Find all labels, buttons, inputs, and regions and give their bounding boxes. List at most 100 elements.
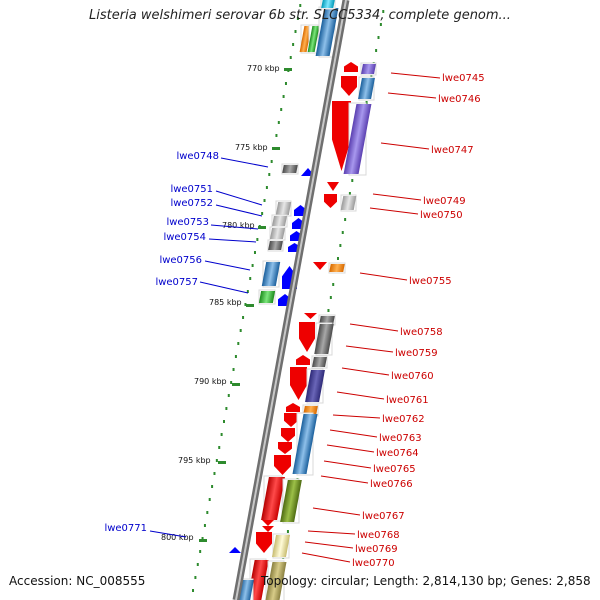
tick-dot bbox=[249, 277, 252, 280]
gene-label-lwe0764[interactable]: lwe0764 bbox=[376, 448, 419, 459]
tick-dot bbox=[268, 173, 271, 176]
leader-line bbox=[220, 157, 269, 168]
gene-arrow-lwe0762 bbox=[284, 413, 298, 427]
gene-block-green bbox=[307, 26, 320, 52]
gene-block-blue-forward bbox=[315, 8, 339, 56]
gene-arrow-lwe0760-small bbox=[296, 355, 310, 365]
tick-dot bbox=[292, 43, 295, 46]
gene-block-orange bbox=[299, 26, 312, 52]
gene-label-lwe0745[interactable]: lwe0745 bbox=[442, 73, 485, 84]
gene-label-lwe0753[interactable]: lwe0753 bbox=[166, 217, 209, 228]
kbp-tick-775 bbox=[272, 147, 280, 150]
gene-block-lwe0766 bbox=[280, 480, 302, 522]
tick-dot bbox=[192, 589, 195, 592]
gene-block-lwe0751 bbox=[275, 202, 292, 215]
tick-dot bbox=[253, 251, 256, 254]
gene-label-lwe0746[interactable]: lwe0746 bbox=[438, 94, 481, 105]
gene-label-lwe0748[interactable]: lwe0748 bbox=[176, 151, 219, 162]
outer-tick-column bbox=[192, 4, 302, 592]
kbp-label-780: 780 kbp bbox=[222, 221, 255, 230]
leader-line bbox=[341, 367, 390, 376]
tick-dot bbox=[211, 485, 214, 488]
tick-dot bbox=[244, 303, 247, 306]
gene-block-lwe0760 bbox=[305, 370, 325, 402]
leader-line bbox=[323, 460, 372, 469]
gene-label-lwe0749[interactable]: lwe0749 bbox=[423, 196, 466, 207]
kbp-tick-770 bbox=[284, 68, 292, 71]
gene-block-lwe0754 bbox=[268, 241, 283, 250]
gene-label-lwe0767[interactable]: lwe0767 bbox=[362, 511, 405, 522]
kbp-label-795: 795 kbp bbox=[178, 456, 211, 465]
gene-label-lwe0761[interactable]: lwe0761 bbox=[386, 395, 429, 406]
leader-line bbox=[380, 142, 430, 150]
genome-backbone bbox=[232, 0, 350, 600]
gene-label-lwe0766[interactable]: lwe0766 bbox=[370, 479, 413, 490]
tick-dot bbox=[203, 524, 206, 527]
gene-block-lwe0767 bbox=[261, 477, 285, 520]
gene-arrow-lwe0765 bbox=[274, 455, 291, 475]
tick-dot bbox=[234, 355, 237, 358]
gene-label-lwe0768[interactable]: lwe0768 bbox=[357, 530, 400, 541]
leader-line bbox=[304, 541, 354, 549]
tick-dot bbox=[194, 576, 197, 579]
gene-block-lwe0750-class bbox=[340, 196, 357, 210]
tick-dot bbox=[215, 459, 218, 462]
tick-dot bbox=[284, 82, 287, 85]
gene-label-lwe0770[interactable]: lwe0770 bbox=[352, 558, 395, 569]
gene-arrow-lwe0760 bbox=[290, 367, 307, 400]
kbp-label-775: 775 kbp bbox=[235, 143, 268, 152]
tick-dot bbox=[270, 160, 273, 163]
gene-label-lwe0759[interactable]: lwe0759 bbox=[395, 348, 438, 359]
tick-dot bbox=[206, 511, 209, 514]
tick-dot bbox=[382, 10, 385, 13]
left-gene-labels: lwe0748 lwe0751 lwe0752 lwe0753 lwe0754 … bbox=[104, 151, 269, 538]
gene-arrow-lwe0755 bbox=[313, 262, 327, 270]
gene-block-lwe0769 bbox=[271, 535, 291, 557]
gene-label-lwe0757[interactable]: lwe0757 bbox=[155, 277, 198, 288]
tick-dot bbox=[256, 238, 259, 241]
tick-dot bbox=[208, 498, 211, 501]
tick-dot bbox=[375, 49, 378, 52]
gene-block-lwe0746-class bbox=[358, 78, 375, 99]
leader-line bbox=[359, 272, 408, 281]
gene-block-lwe0759 bbox=[314, 324, 334, 354]
gene-arrow-lwe0761 bbox=[286, 403, 300, 412]
tick-dot bbox=[196, 563, 199, 566]
gene-label-lwe0750[interactable]: lwe0750 bbox=[420, 210, 463, 221]
kbp-label-800: 800 kbp bbox=[161, 533, 194, 542]
tick-dot bbox=[227, 394, 230, 397]
gene-label-lwe0762[interactable]: lwe0762 bbox=[382, 414, 425, 425]
gene-label-lwe0756[interactable]: lwe0756 bbox=[159, 255, 202, 266]
gene-label-lwe0771[interactable]: lwe0771 bbox=[104, 523, 147, 534]
leader-line bbox=[345, 345, 394, 353]
gene-label-lwe0765[interactable]: lwe0765 bbox=[373, 464, 416, 475]
leader-line bbox=[372, 193, 422, 201]
gene-label-lwe0747[interactable]: lwe0747 bbox=[431, 145, 474, 156]
gene-label-lwe0755[interactable]: lwe0755 bbox=[409, 276, 452, 287]
gene-block-lwe0757 bbox=[258, 291, 276, 303]
tick-dot bbox=[201, 537, 204, 540]
kbp-tick-795 bbox=[218, 461, 226, 464]
gene-label-lwe0763[interactable]: lwe0763 bbox=[379, 433, 422, 444]
gene-arrow-lwe0749 bbox=[327, 182, 339, 191]
tick-dot bbox=[286, 530, 289, 533]
gene-arrow-lwe0747 bbox=[332, 101, 351, 171]
tick-dot bbox=[230, 381, 233, 384]
gene-arrow-lwe0764 bbox=[278, 442, 292, 454]
gene-arrow-lwe0758 bbox=[304, 313, 317, 319]
gene-label-lwe0754[interactable]: lwe0754 bbox=[163, 232, 206, 243]
gene-label-lwe0760[interactable]: lwe0760 bbox=[391, 371, 434, 382]
gene-block-lwe0747-class bbox=[343, 104, 372, 174]
tick-dot bbox=[332, 283, 335, 286]
gene-label-lwe0752[interactable]: lwe0752 bbox=[170, 198, 213, 209]
tick-dot bbox=[296, 17, 299, 20]
gene-label-lwe0751[interactable]: lwe0751 bbox=[170, 184, 213, 195]
leader-line bbox=[312, 507, 361, 516]
gene-arrow-lwe0750 bbox=[324, 194, 337, 208]
gene-label-lwe0769[interactable]: lwe0769 bbox=[355, 544, 398, 555]
gene-label-lwe0758[interactable]: lwe0758 bbox=[400, 327, 443, 338]
kbp-label-790: 790 kbp bbox=[194, 377, 227, 386]
map-title: Listeria welshimeri serovar 6b str. SLCC… bbox=[89, 8, 511, 23]
leader-line bbox=[332, 414, 381, 419]
